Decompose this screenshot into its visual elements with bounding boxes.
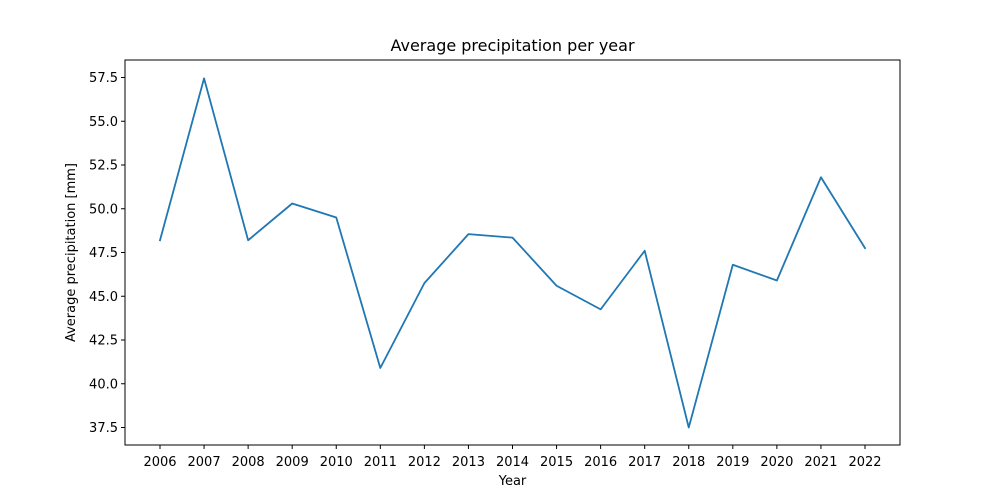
x-tick-label: 2012: [408, 455, 441, 470]
x-tick-label: 2016: [584, 455, 617, 470]
x-tick-label: 2018: [672, 455, 705, 470]
x-tick-label: 2009: [276, 455, 309, 470]
x-tick-label: 2007: [188, 455, 221, 470]
x-tick-label: 2008: [232, 455, 265, 470]
y-tick-label: 37.5: [89, 421, 118, 436]
x-tick-label: 2021: [804, 455, 837, 470]
y-tick-label: 42.5: [89, 334, 118, 349]
x-tick-label: 2015: [540, 455, 573, 470]
y-tick-label: 52.5: [89, 159, 118, 174]
chart-title: Average precipitation per year: [390, 36, 634, 55]
y-tick-label: 50.0: [89, 202, 118, 217]
plot-frame: [124, 59, 901, 446]
x-axis-ticks: 2006 2007 2008 2009 2010 2011 2012 2013 2014 2015…: [143, 445, 882, 470]
series-line: [158, 77, 867, 429]
y-tick-label: 57.5: [89, 71, 118, 86]
y-tick-label: 40.0: [89, 377, 118, 392]
x-axis-label: Year: [498, 474, 527, 489]
x-tick-label: 2022: [848, 455, 881, 470]
y-tick-label: 55.0: [89, 115, 118, 130]
y-axis-label: Average precipitation [mm]: [64, 163, 79, 342]
x-tick-label: 2014: [496, 455, 529, 470]
x-tick-label: 2019: [716, 455, 749, 470]
plot-area: [125, 60, 900, 445]
y-axis-ticks: 37.5 40.0 42.5 45.0 47.5 50.0 52.5 55.0 57.5: [89, 71, 125, 436]
series-lines: [158, 77, 867, 429]
x-tick-label: 2020: [760, 455, 793, 470]
x-tick-label: 2017: [628, 455, 661, 470]
x-tick-label: 2011: [364, 455, 397, 470]
y-tick-label: 47.5: [89, 246, 118, 261]
x-tick-label: 2010: [320, 455, 353, 470]
x-tick-label: 2006: [143, 455, 176, 470]
x-tick-label: 2013: [452, 455, 485, 470]
y-tick-label: 45.0: [89, 290, 118, 305]
